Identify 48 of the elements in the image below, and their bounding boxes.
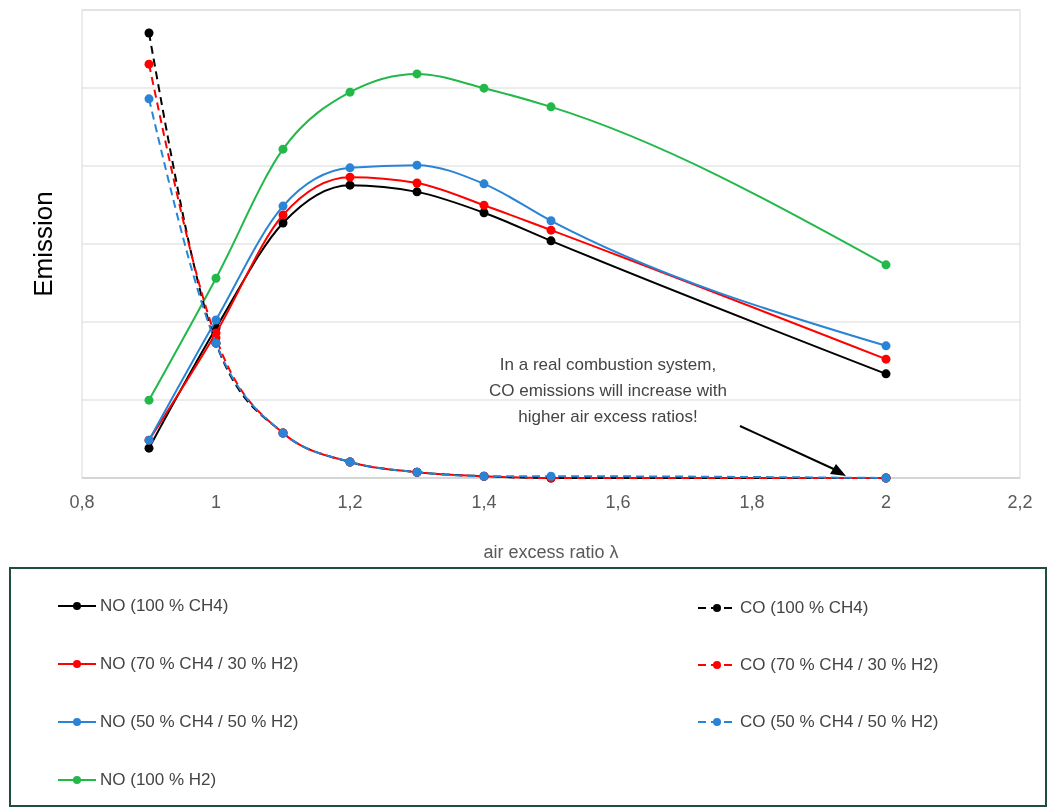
point	[345, 87, 355, 97]
point	[479, 200, 489, 210]
point	[144, 443, 154, 453]
point	[479, 83, 489, 93]
x-tick-label: 1,2	[337, 492, 363, 512]
x-tick-label: 2,2	[1007, 492, 1033, 512]
point	[144, 94, 154, 104]
point	[144, 395, 154, 405]
point	[881, 354, 891, 364]
point	[345, 163, 355, 173]
point	[345, 172, 355, 182]
point	[144, 59, 154, 69]
point	[412, 178, 422, 188]
point	[345, 180, 355, 190]
legend-label: CO (100 % CH4)	[740, 598, 869, 617]
point	[881, 369, 891, 379]
point	[881, 341, 891, 351]
x-tick-label: 1	[210, 492, 222, 512]
point	[211, 273, 221, 283]
legend-label: NO (50 % CH4 / 50 % H2)	[100, 712, 299, 731]
x-axis-title: air excess ratio λ	[483, 542, 619, 562]
legend-label: CO (70 % CH4 / 30 % H2)	[740, 655, 939, 674]
point	[278, 210, 288, 220]
annotation: In a real combustion system, CO emissions will increase with higher air excess ratios!	[488, 355, 728, 426]
legend-label: NO (70 % CH4 / 30 % H2)	[100, 654, 299, 673]
point	[412, 160, 422, 170]
legend-label: CO (50 % CH4 / 50 % H2)	[740, 712, 939, 731]
point	[412, 187, 422, 197]
x-tick-label: 2	[880, 492, 892, 512]
x-tick-label: 1,8	[739, 492, 765, 512]
point	[412, 69, 422, 79]
point	[278, 144, 288, 154]
point	[546, 236, 556, 246]
x-tick-label: 1,4	[471, 492, 497, 512]
point	[144, 28, 154, 38]
legend-label: NO (100 % H2)	[100, 770, 217, 789]
point	[278, 201, 288, 211]
point	[211, 315, 221, 325]
point	[546, 225, 556, 235]
point	[546, 102, 556, 112]
point	[278, 218, 288, 228]
x-tick-label: 0,8	[69, 492, 95, 512]
legend-label: NO (100 % CH4)	[100, 596, 229, 615]
point	[881, 260, 891, 270]
point	[479, 179, 489, 189]
point	[546, 216, 556, 226]
y-axis-title: Emission	[28, 191, 58, 297]
x-tick-label: 1,6	[605, 492, 631, 512]
